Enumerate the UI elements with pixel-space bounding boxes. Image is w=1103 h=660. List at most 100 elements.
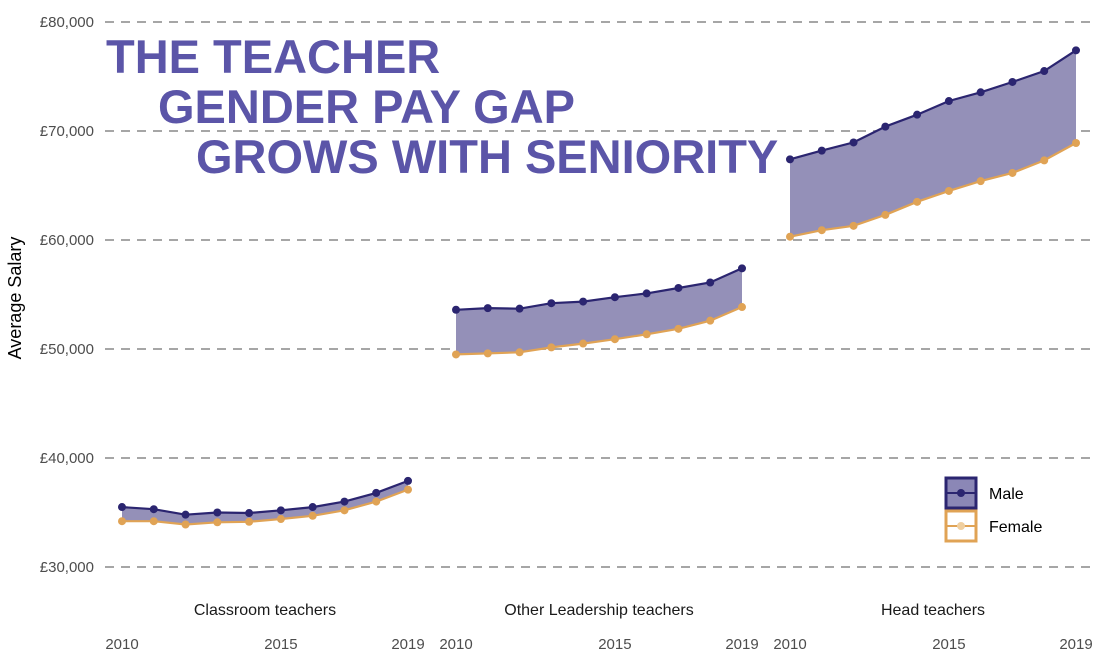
y-tick-label: £50,000 <box>40 341 94 358</box>
data-point-female <box>944 186 953 195</box>
data-point-female <box>976 177 985 186</box>
series-line-male <box>121 479 409 516</box>
data-point-male <box>849 138 858 147</box>
data-point-male <box>308 503 317 512</box>
data-point-male <box>245 509 254 518</box>
data-point-male <box>674 283 683 292</box>
facet-panels <box>118 46 1080 529</box>
data-point-male <box>547 299 556 308</box>
data-point-male <box>483 304 492 313</box>
x-axis: Classroom teachers 2010 2015 2019 Other Lead… <box>105 602 1092 653</box>
data-point-male <box>817 146 826 155</box>
data-point-male <box>181 510 190 519</box>
data-point-male <box>976 88 985 97</box>
data-point-male <box>642 289 651 298</box>
data-point-female <box>547 343 556 352</box>
series-line-female <box>455 305 743 356</box>
legend-label-male: Male <box>989 486 1024 503</box>
data-point-male <box>786 155 794 164</box>
y-tick-label: £40,000 <box>40 450 94 467</box>
data-point-male <box>881 122 890 131</box>
legend-label-female: Female <box>989 519 1042 536</box>
data-point-female <box>579 339 588 348</box>
data-point-female <box>849 221 858 230</box>
legend: Male Female <box>944 476 1042 543</box>
data-point-male <box>452 305 460 314</box>
data-point-female <box>1072 138 1080 147</box>
data-point-female <box>817 226 826 235</box>
data-point-female <box>913 197 922 206</box>
x-tick-label: 2015 <box>598 636 631 653</box>
x-tick-label: 2010 <box>439 636 472 653</box>
data-point-female <box>372 497 381 506</box>
data-point-male <box>944 97 953 106</box>
pay-gap-area <box>122 480 408 525</box>
data-point-female <box>515 348 524 357</box>
data-point-female <box>340 506 349 515</box>
x-tick-label: 2010 <box>105 636 138 653</box>
data-point-male <box>706 278 715 287</box>
chart-title: THE TEACHER GENDER PAY GAP GROWS WITH SE… <box>106 30 778 183</box>
data-point-male <box>213 508 222 517</box>
x-tick-label: 2015 <box>264 636 297 653</box>
data-point-female <box>404 485 412 494</box>
y-tick-label: £30,000 <box>40 559 94 576</box>
series-line-male <box>789 49 1077 161</box>
data-point-male <box>579 297 588 306</box>
data-point-female <box>738 303 746 312</box>
legend-point-female <box>957 522 965 530</box>
legend-item-female: Female <box>944 509 1042 543</box>
x-tick-label: 2010 <box>773 636 806 653</box>
data-point-male <box>515 304 524 313</box>
title-line-2: GENDER PAY GAP <box>158 80 575 133</box>
y-tick-label: £60,000 <box>40 232 94 249</box>
legend-point-male <box>957 489 965 497</box>
data-point-female <box>483 349 492 358</box>
facet-panel <box>786 46 1080 241</box>
title-line-1: THE TEACHER <box>106 30 440 83</box>
facet-label: Other Leadership teachers <box>504 602 693 619</box>
data-point-male <box>610 293 619 302</box>
series-line-male <box>455 267 743 311</box>
data-point-male <box>913 110 922 119</box>
x-tick-label: 2019 <box>391 636 424 653</box>
y-tick-label: £80,000 <box>40 14 94 31</box>
data-point-male <box>149 505 158 514</box>
facet-panel <box>452 264 746 359</box>
data-point-female <box>276 515 285 524</box>
data-point-male <box>372 488 381 497</box>
data-point-female <box>610 335 619 344</box>
data-point-female <box>213 518 222 527</box>
title-line-3: GROWS WITH SENIORITY <box>196 130 778 183</box>
data-point-female <box>245 517 254 526</box>
y-tick-label: £70,000 <box>40 123 94 140</box>
facet-panel <box>118 476 412 529</box>
data-point-male <box>276 506 285 515</box>
data-point-male <box>1040 67 1049 76</box>
data-point-female <box>308 511 317 520</box>
data-point-male <box>404 476 412 485</box>
series-line-female <box>789 142 1077 238</box>
data-point-female <box>1008 168 1017 177</box>
facet-label: Classroom teachers <box>194 602 336 619</box>
data-point-female <box>1040 156 1049 165</box>
x-tick-label: 2019 <box>725 636 758 653</box>
y-axis-title: Average Salary <box>5 237 25 360</box>
series-line-female <box>122 488 409 526</box>
data-point-male <box>738 264 746 273</box>
data-point-female <box>642 330 651 339</box>
data-point-female <box>181 520 190 529</box>
y-axis: £30,000 £40,000 £50,000 £60,000 £70,000 £80,0… <box>40 14 94 576</box>
data-point-male <box>1008 77 1017 86</box>
x-tick-label: 2019 <box>1059 636 1092 653</box>
data-point-female <box>674 324 683 333</box>
data-point-female <box>881 210 890 219</box>
facet-label: Head teachers <box>881 602 985 619</box>
legend-item-male: Male <box>944 476 1024 510</box>
data-point-female <box>118 517 126 526</box>
data-point-female <box>149 517 158 526</box>
data-point-female <box>786 232 794 241</box>
x-tick-label: 2015 <box>932 636 965 653</box>
data-point-female <box>452 350 460 359</box>
